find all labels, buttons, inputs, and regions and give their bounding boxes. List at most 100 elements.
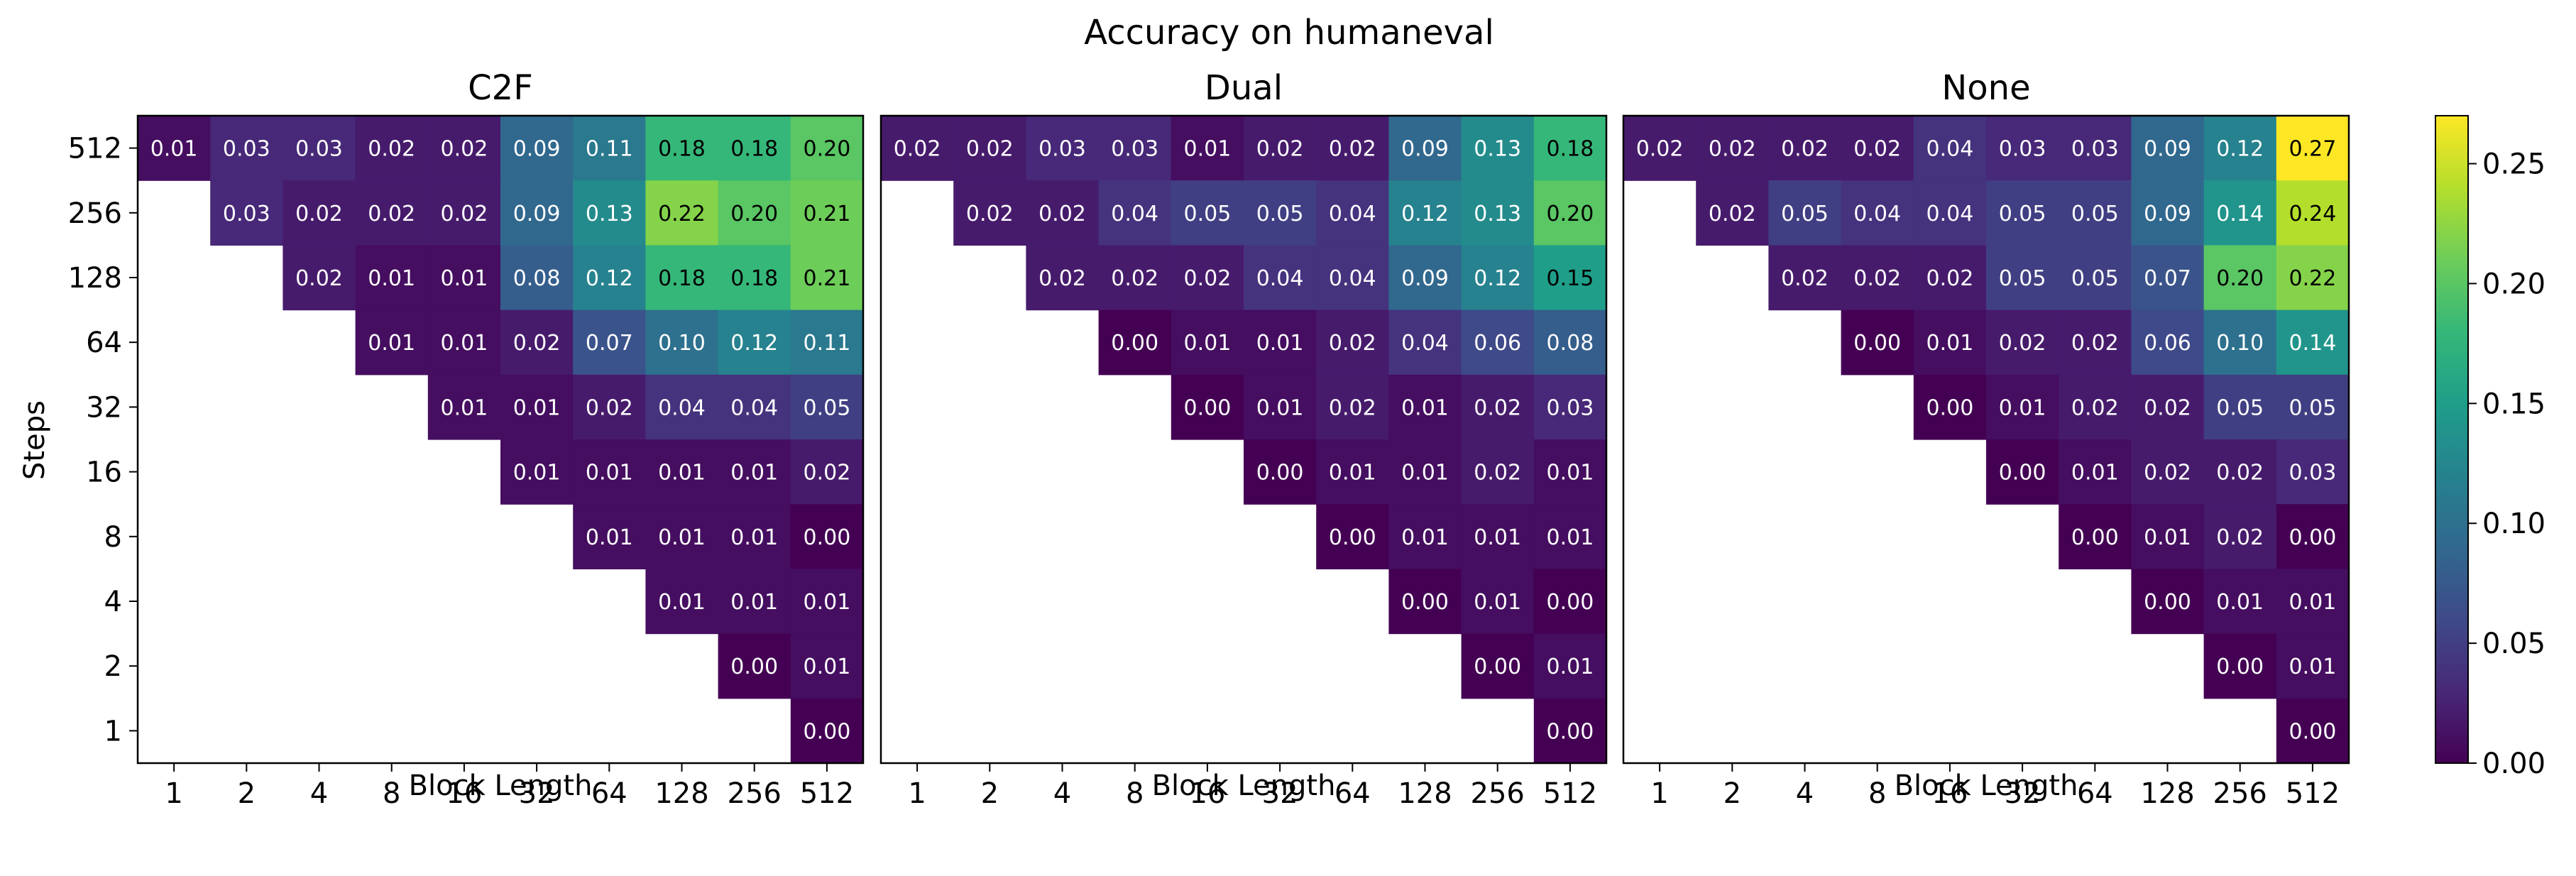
heatmap-cell — [1841, 180, 1914, 246]
y-axis-label: Steps — [18, 400, 51, 480]
heatmap-cell — [1461, 180, 1535, 246]
heatmap-cell — [2131, 439, 2205, 505]
cell-label: 0.01 — [441, 395, 488, 420]
cell-label: 0.02 — [2071, 395, 2119, 420]
cell-label: 0.00 — [1111, 331, 1158, 356]
cell-label: 0.01 — [368, 331, 415, 356]
cell-label: 0.00 — [2071, 525, 2119, 550]
cell-label: 0.01 — [586, 461, 633, 486]
heatmap-cell — [210, 116, 283, 181]
colorbar-tick-label: 0.00 — [2482, 748, 2545, 780]
cell-label: 0.01 — [1184, 137, 1232, 162]
cell-label: 0.14 — [2216, 202, 2264, 226]
heatmap-cell — [2276, 569, 2350, 635]
heatmap-cell — [2059, 374, 2132, 440]
x-tick-label: 16 — [1189, 777, 1225, 810]
x-tick-label: 128 — [654, 777, 708, 810]
heatmap-cell — [1244, 116, 1317, 181]
colorbar-tick-label: 0.20 — [2482, 268, 2545, 300]
heatmap-cell — [1171, 180, 1244, 246]
heatmap-cell — [1533, 439, 1607, 505]
heatmap-cell — [1841, 116, 1914, 181]
heatmap-cell — [645, 569, 719, 635]
heatmap-cell — [2276, 504, 2350, 569]
panel-title: None — [1941, 68, 2030, 108]
x-tick-label: 1 — [165, 777, 182, 810]
x-tick-label: 64 — [591, 777, 627, 810]
heatmap-cell — [1316, 180, 1389, 246]
heatmap-cell — [138, 116, 211, 181]
panel-none: None 0.02 0.02 0.02 0.02 0.04 0.03 0.03 0.09 0.12… — [1622, 68, 2350, 810]
cell-label: 0.05 — [2071, 202, 2119, 226]
heatmap-cell — [1388, 310, 1462, 376]
x-tick-label: 1 — [1650, 777, 1668, 810]
heatmap-cell — [1461, 569, 1535, 635]
heatmap-cell — [645, 245, 719, 311]
heatmap-cell — [427, 116, 501, 181]
cell-label: 0.09 — [2144, 137, 2191, 162]
cell-label: 0.06 — [1474, 331, 1521, 356]
cell-label: 0.00 — [2144, 590, 2191, 615]
colorbar-tick-label: 0.25 — [2482, 148, 2545, 181]
cell-label: 0.09 — [513, 137, 561, 162]
cell-label: 0.01 — [658, 461, 706, 486]
x-tick-label: 4 — [310, 777, 328, 810]
heatmap-cell — [1244, 439, 1317, 505]
heatmap-cell — [1696, 180, 1769, 246]
cell-label: 0.07 — [586, 331, 633, 356]
heatmap-cell — [573, 116, 646, 181]
cell-label: 0.02 — [1329, 395, 1376, 420]
cell-label: 0.12 — [1474, 266, 1521, 291]
cell-label: 0.13 — [1474, 202, 1521, 226]
cell-label: 0.03 — [295, 137, 343, 162]
x-tick-label: 128 — [2140, 777, 2194, 810]
heatmap-cell — [355, 116, 429, 181]
x-tick-label: 128 — [1398, 777, 1452, 810]
heatmap-cell — [1768, 116, 1842, 181]
colorbar-tick-label: 0.05 — [2482, 628, 2545, 660]
cell-label: 0.03 — [2071, 137, 2119, 162]
cell-label: 0.01 — [730, 525, 778, 550]
heatmap-cell — [573, 439, 646, 505]
heatmap-cell — [645, 504, 719, 569]
x-tick-label: 8 — [383, 777, 400, 810]
cell-label: 0.05 — [2289, 395, 2337, 420]
cell-label: 0.09 — [1401, 266, 1449, 291]
cell-label: 0.00 — [2289, 525, 2337, 550]
x-tick-label: 256 — [1471, 777, 1525, 810]
heatmap-cell — [1388, 374, 1462, 440]
cell-label: 0.03 — [2289, 461, 2337, 486]
cell-label: 0.02 — [2216, 525, 2264, 550]
heatmap-cell — [1533, 504, 1607, 569]
heatmap-cell — [790, 374, 864, 440]
cell-label: 0.20 — [730, 202, 778, 226]
cell-label: 0.01 — [1999, 395, 2046, 420]
cell-label: 0.09 — [2144, 202, 2191, 226]
heatmap-cell — [2059, 116, 2132, 181]
heatmap-cell — [718, 504, 791, 569]
cell-label: 0.14 — [2289, 331, 2337, 356]
heatmap-cell — [573, 245, 646, 311]
cell-label: 0.02 — [1926, 266, 1974, 291]
cell-label: 0.02 — [1111, 266, 1158, 291]
cell-label: 0.18 — [730, 266, 778, 291]
cell-label: 0.02 — [441, 202, 488, 226]
cell-label: 0.01 — [586, 525, 633, 550]
cell-label: 0.01 — [804, 655, 851, 679]
heatmap-cell — [645, 310, 719, 376]
heatmap-cell — [1913, 180, 1987, 246]
heatmap-cell — [1316, 245, 1389, 311]
heatmap-cell — [1171, 245, 1244, 311]
heatmap-cell — [1913, 245, 1987, 311]
x-tick-label: 1 — [908, 777, 926, 810]
colorbar-gradient — [2435, 115, 2469, 764]
x-axis-label: Block Length — [409, 770, 593, 802]
y-tick-label: 128 — [68, 262, 122, 295]
x-tick-label: 64 — [1334, 777, 1371, 810]
cell-label: 0.04 — [658, 395, 706, 420]
cell-label: 0.18 — [658, 266, 706, 291]
cell-label: 0.02 — [1636, 137, 1684, 162]
heatmap-cell — [2276, 633, 2350, 699]
cell-label: 0.01 — [2289, 590, 2337, 615]
heatmap-cell — [2131, 116, 2205, 181]
